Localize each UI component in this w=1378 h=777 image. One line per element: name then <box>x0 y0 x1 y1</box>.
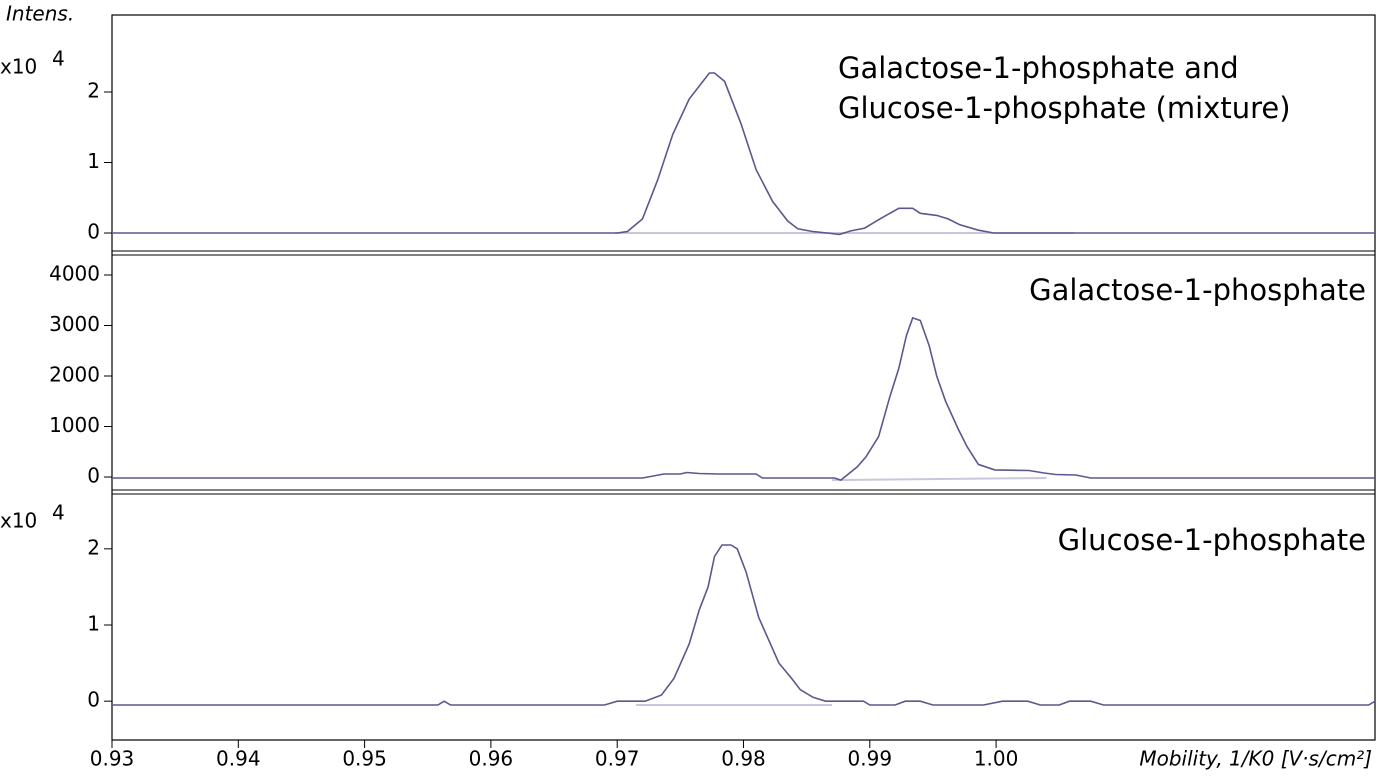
y-tick-label: 1 <box>87 149 100 173</box>
annotation: Glucose-1-phosphate <box>1058 523 1366 557</box>
trace <box>112 72 1375 236</box>
x-tick-label: 1.00 <box>974 747 1019 771</box>
y-tick-label: 2 <box>87 535 100 559</box>
y-tick-label: 2 <box>87 78 100 102</box>
y-tick-label: 3000 <box>49 312 100 336</box>
x-tick-label: 0.93 <box>90 747 135 771</box>
y-tick-label: 1 <box>87 611 100 635</box>
x-tick-label: 0.96 <box>469 747 514 771</box>
y-tick-label: 1000 <box>49 413 100 437</box>
x-tick-label: 0.99 <box>848 747 893 771</box>
scale-power: 4 <box>52 47 65 71</box>
annotation: Galactose-1-phosphate <box>1029 273 1366 307</box>
y-tick-label: 4000 <box>49 262 100 286</box>
x-tick-label: 0.97 <box>595 747 640 771</box>
x-axis-label: Mobility, 1/K0 [V·s/cm²] <box>1139 747 1372 771</box>
y-tick-label: 0 <box>87 688 100 712</box>
baseline <box>831 477 1047 482</box>
x-tick-label: 0.94 <box>216 747 261 771</box>
trace <box>112 544 1376 706</box>
y-tick-label: 0 <box>87 220 100 244</box>
y-tick-label: 2000 <box>49 363 100 387</box>
scale-power: 4 <box>52 501 65 525</box>
scale-label: x10 <box>0 55 37 79</box>
x-tick-label: 0.98 <box>721 747 766 771</box>
trace <box>112 316 1375 481</box>
annotation: Glucose-1-phosphate (mixture) <box>838 91 1291 125</box>
x-tick-label: 0.95 <box>342 747 387 771</box>
annotation: Galactose-1-phosphate and <box>838 51 1239 85</box>
scale-label: x10 <box>0 509 37 533</box>
y-tick-label: 0 <box>87 464 100 488</box>
y-axis-label: Intens. <box>6 2 74 26</box>
